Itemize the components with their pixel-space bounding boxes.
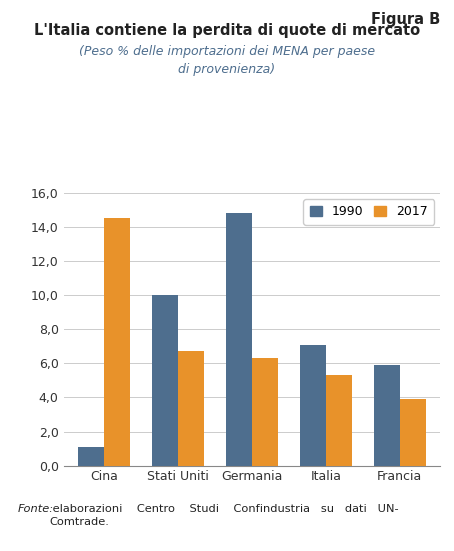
Bar (152, 295, 178, 466)
Text: L'Italia contiene la perdita di quote di mercato: L'Italia contiene la perdita di quote di… (34, 23, 420, 38)
Bar (374, 365, 400, 466)
Bar (400, 399, 425, 466)
Bar (300, 344, 326, 466)
Bar (326, 375, 352, 466)
Text: Fonte:: Fonte: (18, 504, 54, 514)
Bar (252, 358, 278, 466)
Text: elaborazioni    Centro    Studi    Confindustria   su   dati   UN-
Comtrade.: elaborazioni Centro Studi Confindustria … (49, 504, 399, 527)
Bar (178, 352, 204, 466)
Legend: 1990, 2017: 1990, 2017 (303, 199, 434, 225)
Text: (Peso % delle importazioni dei MENA per paese
di provenienza): (Peso % delle importazioni dei MENA per … (79, 45, 375, 76)
Bar (226, 213, 252, 466)
Bar (104, 218, 130, 466)
Bar (79, 447, 104, 466)
Text: Figura B: Figura B (371, 12, 440, 27)
